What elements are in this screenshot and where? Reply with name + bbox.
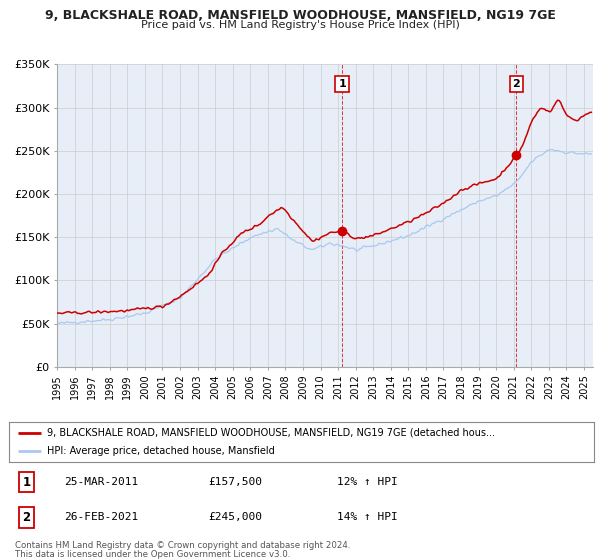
- Text: 25-MAR-2011: 25-MAR-2011: [65, 477, 139, 487]
- Text: 12% ↑ HPI: 12% ↑ HPI: [337, 477, 397, 487]
- Text: 26-FEB-2021: 26-FEB-2021: [65, 512, 139, 522]
- Text: 2: 2: [512, 79, 520, 89]
- Text: 1: 1: [22, 475, 31, 489]
- Text: 14% ↑ HPI: 14% ↑ HPI: [337, 512, 397, 522]
- Text: 9, BLACKSHALE ROAD, MANSFIELD WOODHOUSE, MANSFIELD, NG19 7GE: 9, BLACKSHALE ROAD, MANSFIELD WOODHOUSE,…: [44, 9, 556, 22]
- Text: 2: 2: [22, 511, 31, 524]
- Text: Price paid vs. HM Land Registry's House Price Index (HPI): Price paid vs. HM Land Registry's House …: [140, 20, 460, 30]
- Text: HPI: Average price, detached house, Mansfield: HPI: Average price, detached house, Mans…: [47, 446, 275, 456]
- Text: 9, BLACKSHALE ROAD, MANSFIELD WOODHOUSE, MANSFIELD, NG19 7GE (detached hous...: 9, BLACKSHALE ROAD, MANSFIELD WOODHOUSE,…: [47, 428, 495, 437]
- Text: 1: 1: [338, 79, 346, 89]
- Text: This data is licensed under the Open Government Licence v3.0.: This data is licensed under the Open Gov…: [15, 550, 290, 559]
- Text: £157,500: £157,500: [208, 477, 262, 487]
- Text: £245,000: £245,000: [208, 512, 262, 522]
- Text: Contains HM Land Registry data © Crown copyright and database right 2024.: Contains HM Land Registry data © Crown c…: [15, 541, 350, 550]
